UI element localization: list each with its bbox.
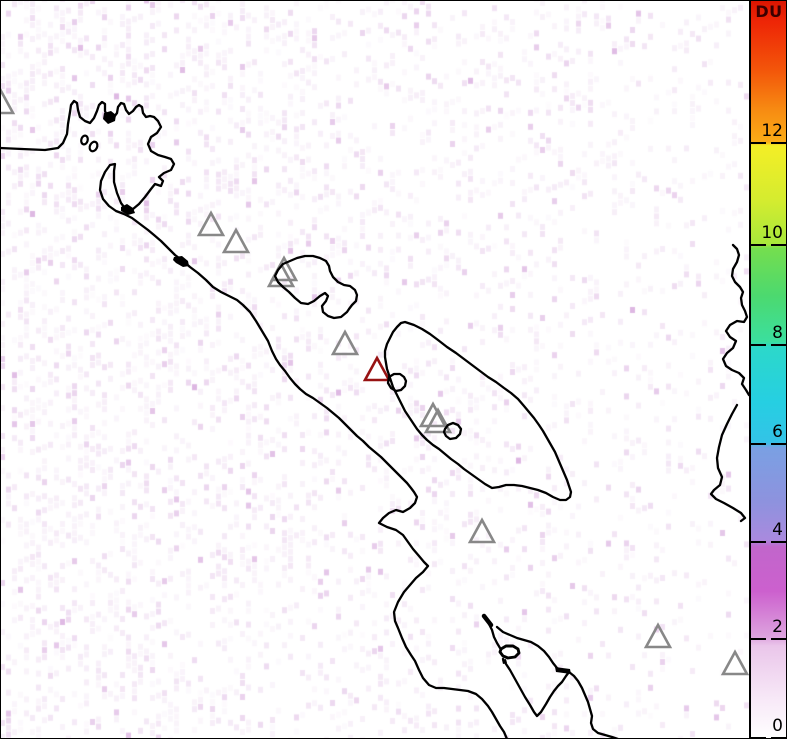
coastline-inland-blob — [103, 111, 116, 124]
coastline-inlet-dot — [502, 659, 507, 664]
coastline-estuary-inlet — [501, 657, 571, 718]
volcano-marker — [418, 401, 448, 428]
colorbar-tick-label: 8 — [772, 323, 783, 343]
colorbar: DU 12 10 8 6 4 2 0 — [749, 0, 787, 739]
colorbar-tick-line — [751, 737, 767, 739]
coastline-coast-blob-1 — [121, 204, 135, 215]
volcano-marker — [0, 88, 16, 115]
colorbar-tick-line — [771, 638, 787, 640]
colorbar-tick-line — [751, 443, 767, 445]
colorbar-tick-line — [751, 344, 767, 346]
colorbar-tick-label: 4 — [772, 520, 783, 540]
colorbar-tick-label: 10 — [761, 223, 783, 243]
colorbar-tick-line — [771, 244, 787, 246]
colorbar-tick-line — [751, 142, 767, 144]
coastline-islet-2 — [88, 140, 99, 153]
colorbar-tick-line — [771, 344, 787, 346]
coastline-small-lake-west-of-toba — [386, 372, 408, 393]
colorbar-unit-label: DU — [755, 2, 783, 21]
colorbar-tick-line — [771, 737, 787, 739]
coastline-island-in-lake — [442, 421, 463, 441]
volcano-marker — [221, 227, 251, 254]
coastline-east-coast-upper — [721, 243, 751, 397]
coastline-lake-toba — [383, 320, 573, 502]
coastline-islet-1 — [80, 134, 89, 146]
coastline-cape-mark — [555, 667, 571, 674]
colorbar-tick-label: 6 — [772, 422, 783, 442]
volcano-marker — [330, 329, 360, 356]
volcano-marker — [467, 517, 497, 544]
colorbar-tick-line — [751, 244, 767, 246]
coastline-offshore-island — [273, 254, 359, 320]
coastline-east-coast-lower — [709, 403, 747, 523]
coastline-spur-tip-mark — [481, 613, 494, 628]
colorbar-tick-label: 0 — [772, 716, 783, 736]
coastline-coast-blob-2 — [173, 256, 189, 267]
volcano-marker — [423, 407, 453, 434]
coastline-aceh-and-west-coast — [0, 99, 509, 739]
colorbar-tick-line — [771, 142, 787, 144]
coastline-estuary-lagoon — [498, 644, 521, 660]
colorbar-tick-line — [771, 541, 787, 543]
erupting-volcano-marker — [362, 355, 392, 382]
volcano-marker — [720, 649, 750, 676]
colorbar-tick-line — [771, 443, 787, 445]
colorbar-tick-label: 12 — [761, 121, 783, 141]
volcano-marker — [196, 210, 226, 237]
volcano-marker — [643, 622, 673, 649]
colorbar-tick-line — [751, 638, 767, 640]
colorbar-tick-line — [751, 541, 767, 543]
colorbar-tick-label: 2 — [772, 617, 783, 637]
coastline-southeast-coast — [495, 625, 620, 739]
